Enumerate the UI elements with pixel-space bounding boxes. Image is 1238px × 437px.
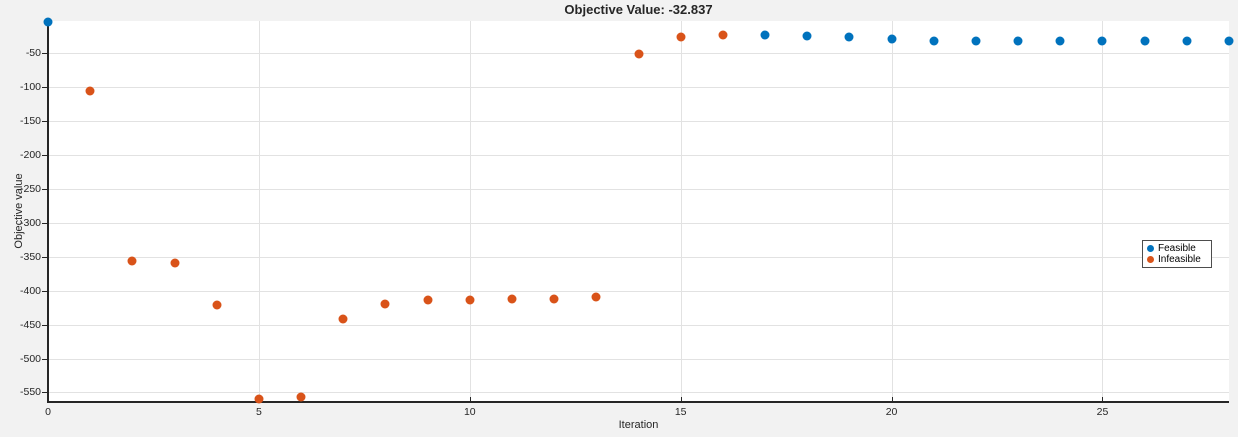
horizontal-gridline bbox=[48, 256, 1229, 258]
data-point-feasible bbox=[1182, 36, 1192, 46]
y-tick-label: -450 bbox=[19, 318, 41, 331]
x-axis-line bbox=[47, 401, 1229, 403]
x-axis-tick bbox=[1102, 397, 1104, 402]
infeasible-marker-icon bbox=[1147, 256, 1154, 263]
data-point-infeasible bbox=[591, 292, 601, 302]
y-tick-label: -400 bbox=[19, 284, 41, 297]
y-tick-label: -550 bbox=[19, 386, 41, 399]
data-point-infeasible bbox=[676, 32, 686, 42]
y-axis-tick bbox=[42, 154, 48, 156]
plot-area bbox=[42, 17, 1234, 404]
x-tick-label: 20 bbox=[885, 406, 898, 418]
y-tick-label: -500 bbox=[19, 352, 41, 365]
data-point-feasible bbox=[1055, 36, 1065, 46]
chart-title: Objective Value: -32.837 bbox=[564, 2, 713, 17]
y-axis-tick bbox=[42, 324, 48, 326]
vertical-gridline bbox=[469, 21, 471, 402]
data-point-feasible bbox=[887, 34, 897, 44]
y-axis-tick bbox=[42, 392, 48, 394]
y-axis-tick bbox=[42, 358, 48, 360]
x-tick-label: 10 bbox=[463, 406, 476, 418]
y-axis-tick bbox=[42, 256, 48, 258]
data-point-infeasible bbox=[254, 394, 264, 404]
data-point-feasible bbox=[1224, 36, 1234, 46]
data-point-infeasible bbox=[296, 392, 306, 402]
y-tick-label: -100 bbox=[19, 80, 41, 93]
y-axis-label: Objective value bbox=[13, 173, 25, 249]
x-tick-label: 25 bbox=[1096, 406, 1109, 418]
legend-item-infeasible: Infeasible bbox=[1147, 254, 1207, 265]
feasible-marker-icon bbox=[1147, 245, 1154, 252]
horizontal-gridline bbox=[48, 358, 1229, 360]
data-point-infeasible bbox=[85, 86, 95, 96]
data-point-infeasible bbox=[507, 294, 517, 304]
data-point-infeasible bbox=[170, 258, 180, 268]
y-tick-label: -250 bbox=[19, 182, 41, 195]
legend-item-feasible: Feasible bbox=[1147, 243, 1207, 254]
data-point-infeasible bbox=[423, 295, 433, 305]
x-tick-label: 0 bbox=[45, 406, 51, 418]
horizontal-gridline bbox=[48, 86, 1229, 88]
data-point-feasible bbox=[971, 36, 981, 46]
vertical-gridline bbox=[1102, 21, 1104, 402]
data-point-infeasible bbox=[212, 300, 222, 310]
horizontal-gridline bbox=[48, 324, 1229, 326]
horizontal-gridline bbox=[48, 120, 1229, 122]
data-point-infeasible bbox=[338, 314, 348, 324]
data-point-feasible bbox=[1013, 36, 1023, 46]
y-axis-tick bbox=[42, 222, 48, 224]
data-point-feasible bbox=[844, 32, 854, 42]
data-point-feasible bbox=[760, 30, 770, 40]
horizontal-gridline bbox=[48, 222, 1229, 224]
y-tick-label: -50 bbox=[25, 46, 41, 59]
vertical-gridline bbox=[258, 21, 260, 402]
y-axis-tick bbox=[42, 120, 48, 122]
horizontal-gridline bbox=[48, 392, 1229, 394]
data-point-feasible bbox=[1140, 36, 1150, 46]
vertical-gridline bbox=[680, 21, 682, 402]
y-tick-label: -200 bbox=[19, 148, 41, 161]
data-point-infeasible bbox=[718, 30, 728, 40]
y-tick-label: -300 bbox=[19, 216, 41, 229]
y-axis-tick bbox=[42, 290, 48, 292]
x-axis-tick bbox=[48, 397, 49, 402]
x-tick-label: 15 bbox=[674, 406, 687, 418]
data-point-infeasible bbox=[549, 294, 559, 304]
y-axis-line bbox=[47, 21, 49, 402]
data-point-feasible bbox=[929, 36, 939, 46]
data-point-feasible bbox=[1097, 36, 1107, 46]
horizontal-gridline bbox=[48, 188, 1229, 190]
data-point-infeasible bbox=[127, 256, 137, 266]
data-point-infeasible bbox=[634, 49, 643, 59]
vertical-gridline bbox=[891, 21, 893, 402]
horizontal-gridline bbox=[48, 154, 1229, 156]
x-axis-tick bbox=[680, 397, 682, 402]
y-tick-label: -350 bbox=[19, 250, 41, 263]
x-axis-tick bbox=[891, 397, 893, 402]
y-axis-tick bbox=[42, 86, 48, 88]
x-axis-tick bbox=[469, 397, 471, 402]
horizontal-gridline bbox=[48, 290, 1229, 292]
data-point-feasible bbox=[802, 31, 812, 41]
data-point-infeasible bbox=[465, 295, 475, 305]
y-tick-label: -150 bbox=[19, 114, 41, 127]
data-point-infeasible bbox=[380, 299, 390, 309]
legend-item-label: Feasible bbox=[1158, 243, 1196, 254]
x-tick-label: 5 bbox=[255, 406, 262, 418]
legend-item-label: Infeasible bbox=[1158, 254, 1201, 265]
y-axis-tick bbox=[42, 188, 48, 190]
legend: Feasible Infeasible bbox=[1142, 240, 1212, 268]
x-axis-label: Iteration bbox=[618, 419, 659, 431]
data-point-feasible bbox=[43, 17, 53, 27]
y-axis-tick bbox=[42, 52, 48, 54]
